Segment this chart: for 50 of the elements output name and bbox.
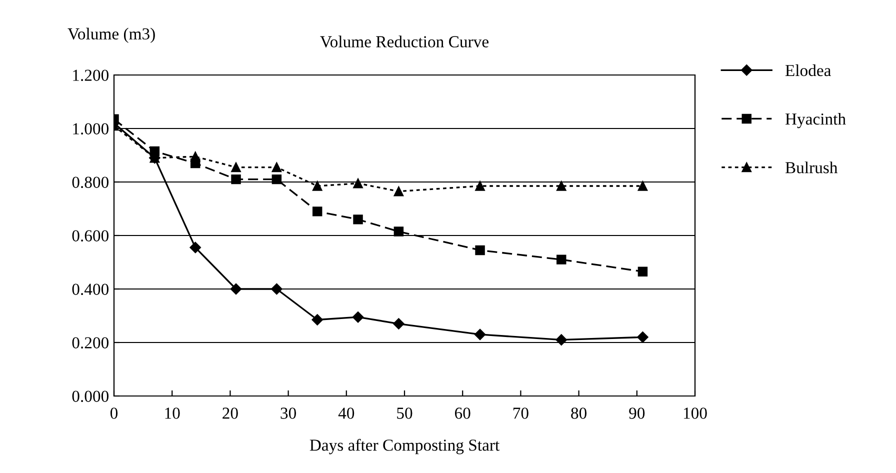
point <box>230 283 242 295</box>
y-axis-title: Volume (m3) <box>68 28 155 43</box>
x-tick-label: 90 <box>629 408 645 419</box>
y-tick-label: 0.200 <box>72 337 109 349</box>
point <box>638 181 648 191</box>
point <box>394 226 404 236</box>
y-tick-label: 0.400 <box>72 284 109 296</box>
chart-title: Volume Reduction Curve <box>320 36 488 48</box>
point <box>637 332 648 343</box>
point <box>556 254 566 264</box>
point <box>352 311 364 323</box>
point <box>394 186 404 196</box>
point <box>272 162 282 172</box>
x-tick-label: 100 <box>684 408 707 419</box>
y-tick-label: 0.600 <box>72 230 109 242</box>
point <box>312 181 322 191</box>
y-tick-label: 1.200 <box>73 70 109 82</box>
x-tick-label: 0 <box>110 408 118 419</box>
point <box>231 174 241 184</box>
y-tick-label: 0.000 <box>72 390 109 402</box>
x-tick-label: 80 <box>571 408 586 419</box>
legend-label: Bulrush <box>785 162 838 174</box>
point <box>190 152 200 162</box>
point <box>312 314 323 326</box>
point <box>556 334 567 346</box>
legend-label: Hyacinth <box>785 112 846 128</box>
x-tick-label: 60 <box>454 408 470 419</box>
x-tick-label: 20 <box>222 408 238 419</box>
point <box>393 318 404 330</box>
point <box>271 283 282 295</box>
x-tick-label: 70 <box>513 408 528 419</box>
x-tick-label: 30 <box>280 408 296 419</box>
x-axis-title: Days after Composting Start <box>310 438 500 454</box>
point <box>231 162 241 172</box>
point <box>475 245 485 256</box>
point <box>638 266 648 276</box>
point <box>312 206 322 216</box>
y-tick-label: 1.000 <box>73 123 109 135</box>
point <box>190 242 201 254</box>
x-tick-label: 50 <box>397 408 412 419</box>
point <box>353 178 363 188</box>
point <box>475 181 485 191</box>
point <box>272 174 282 184</box>
x-tick-label: 40 <box>338 408 354 419</box>
point <box>353 214 363 224</box>
legend-label: Elodea <box>785 64 831 76</box>
x-tick-label: 10 <box>165 408 180 419</box>
point <box>474 328 486 340</box>
point <box>556 181 566 191</box>
y-tick-label: 0.800 <box>72 176 109 188</box>
